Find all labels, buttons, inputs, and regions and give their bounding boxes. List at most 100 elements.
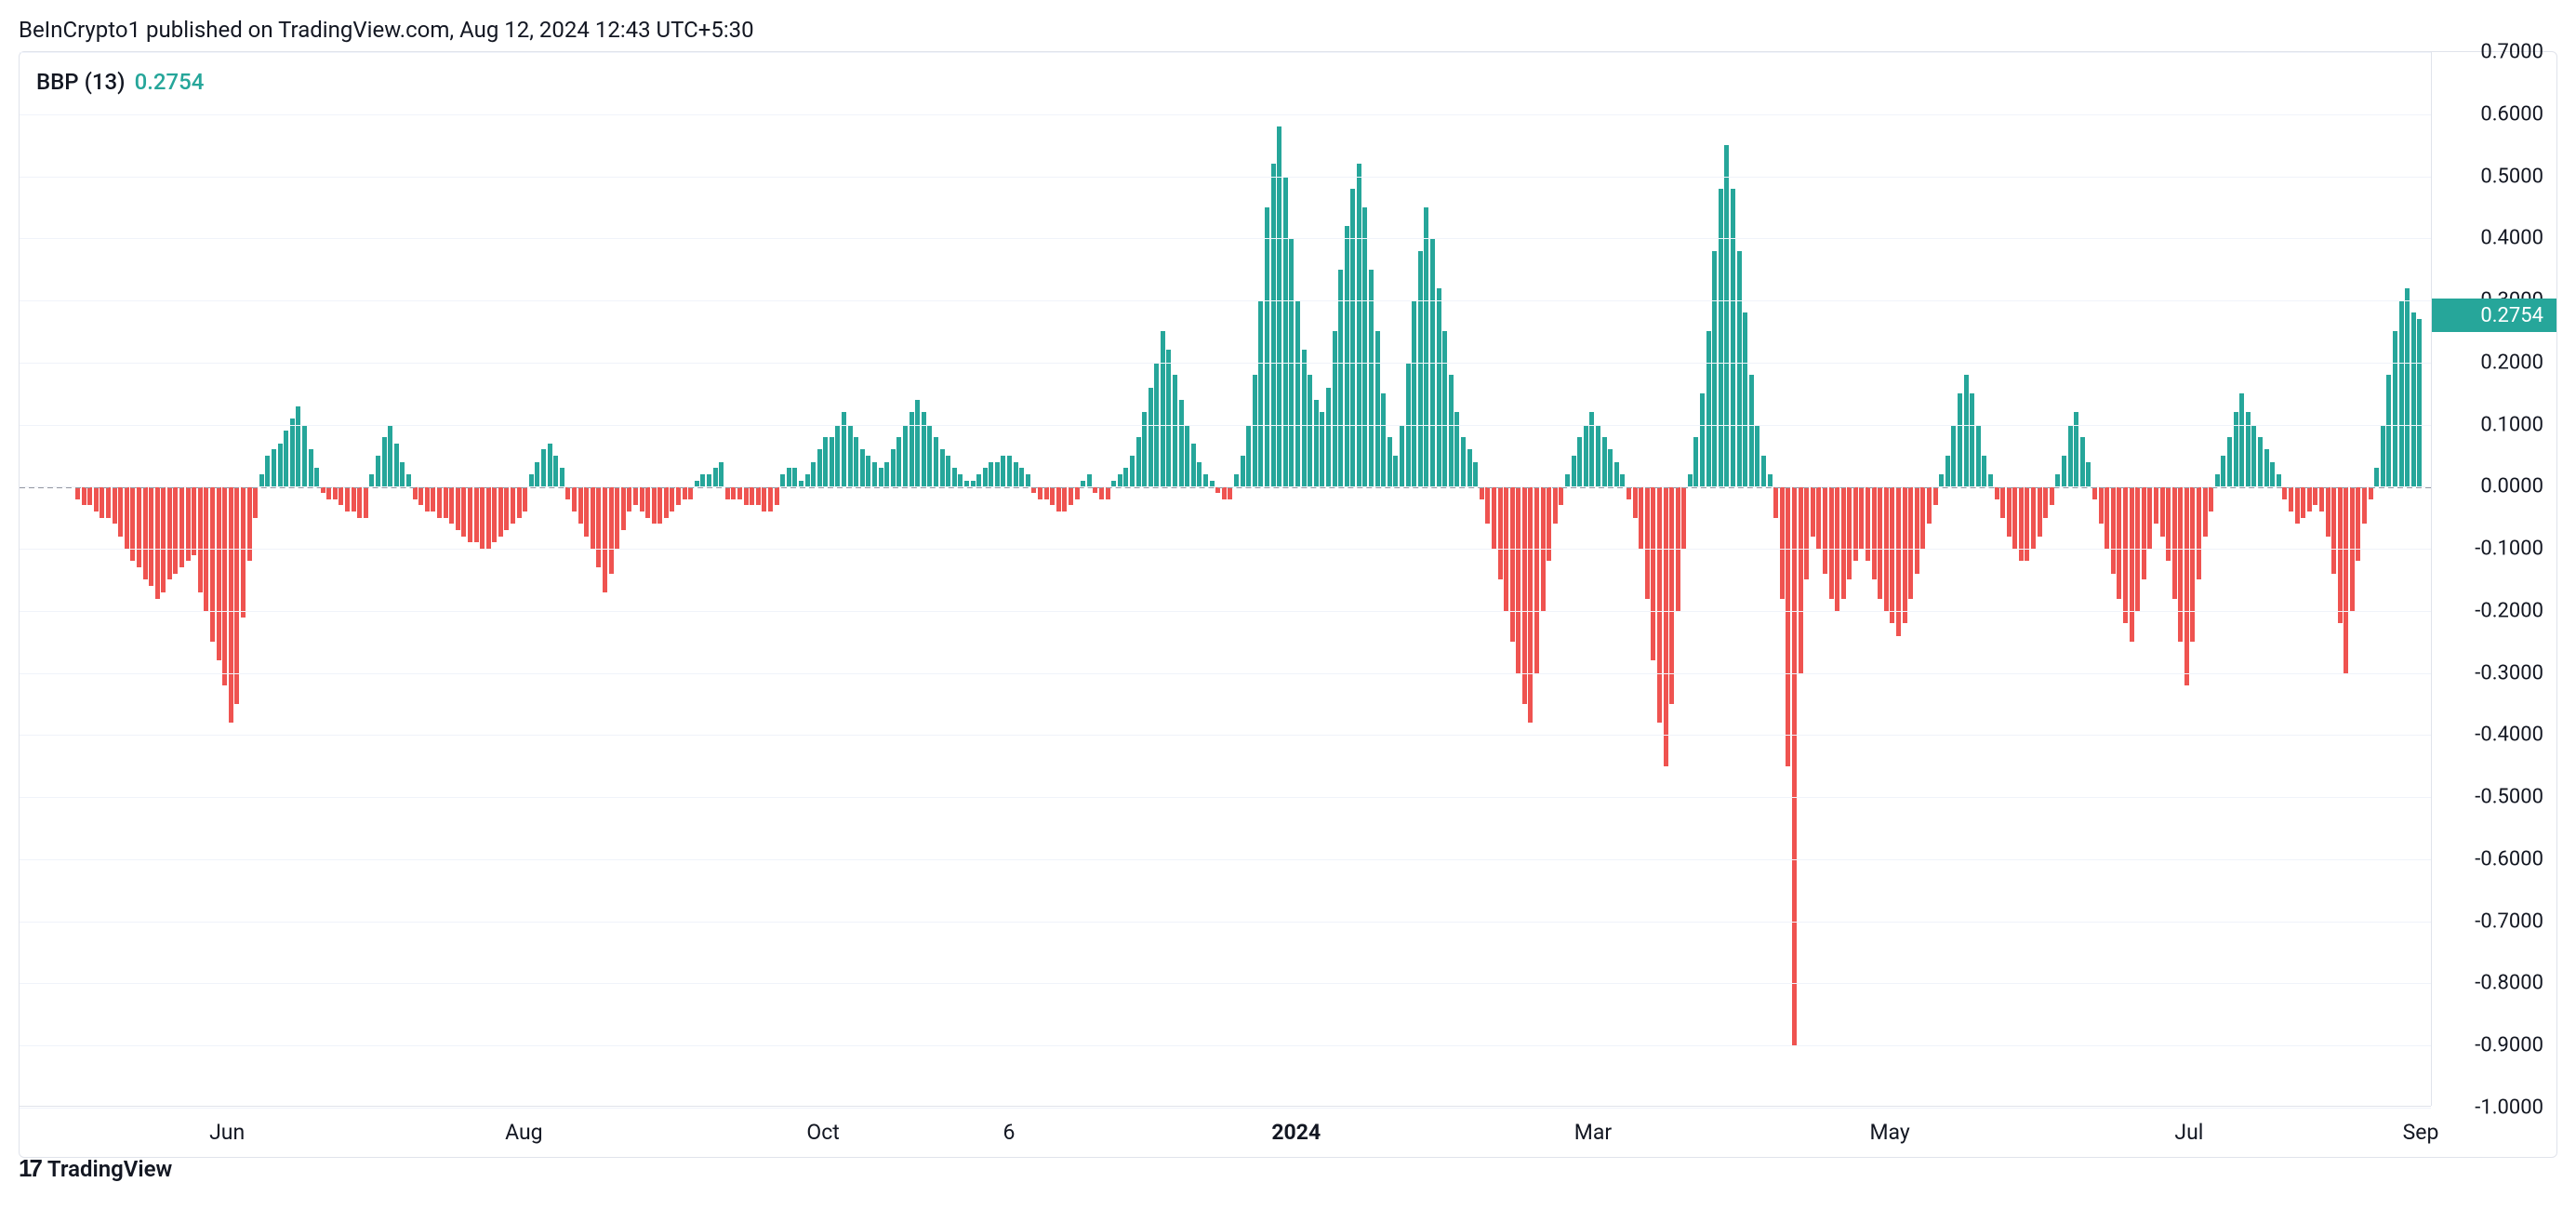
bar [640,486,644,512]
bar [768,486,773,512]
bar [480,486,485,549]
bar [762,486,766,512]
bar [664,486,669,517]
grid-line [20,300,2431,301]
bar [719,462,724,487]
bar [2338,486,2343,623]
bar [1106,486,1110,498]
bar [541,449,546,486]
bar [259,474,264,486]
grid-line [20,922,2431,923]
bar [2301,486,2305,517]
bar [2209,486,2213,512]
bar [2111,486,2116,573]
bar [1437,288,1441,487]
bar [1553,486,1558,524]
x-axis[interactable]: JunAugOct62024MarMayJulSep [20,1106,2431,1157]
bar [498,486,503,536]
bar [940,449,945,486]
bar [775,486,779,505]
plot-area[interactable] [20,52,2431,1106]
bar [688,486,693,498]
bar [2344,486,2348,672]
bar [1388,437,1392,486]
bar [750,486,754,505]
bar [222,486,227,685]
bar [2264,449,2269,486]
bar [1461,437,1466,486]
footer-text: TradingView [47,1156,172,1182]
chart-container[interactable]: BBP (13) 0.2754 0.70000.60000.50000.4000… [19,51,2557,1158]
bar [1841,486,1846,598]
bar [523,486,527,512]
bar [1664,486,1668,765]
bar [1449,375,1454,486]
bar [1639,486,1643,549]
y-tick-label: -1.0000 [2475,1096,2543,1120]
bar [1357,164,1361,486]
bar [1099,486,1104,498]
bar [511,486,515,524]
grid-line [20,114,2431,115]
bar [695,481,699,487]
bar [2251,425,2256,487]
bar [130,486,135,561]
bar [1118,474,1122,486]
bar [1853,486,1858,561]
bar [1467,449,1472,486]
bar [799,481,803,487]
bar [1988,474,1993,486]
grid-line [20,983,2431,984]
bar [1166,350,1171,486]
bar [394,444,399,487]
bar [149,486,153,586]
bar [1277,126,1281,486]
bar [125,486,129,549]
bar [474,486,479,542]
bar [903,425,908,487]
bar [2184,486,2189,685]
bar [2123,486,2128,623]
bar [290,418,295,486]
bar [1185,425,1189,487]
bar [364,486,368,517]
bar [1755,425,1759,487]
bar [1418,251,1423,487]
bar [1007,456,1012,486]
bar [891,449,896,486]
bar [2246,412,2251,486]
bar [82,486,86,505]
bar [787,468,791,486]
bar [2289,486,2293,512]
y-tick-label: -0.3000 [2475,661,2543,684]
bar [1522,486,1527,704]
bar [529,474,534,486]
bar [1633,486,1638,517]
bar [2166,486,2171,561]
x-tick-label: Jul [2174,1120,2203,1145]
bar [413,486,418,498]
bar [2178,486,2183,642]
bar [2130,486,2134,642]
bar [1896,486,1901,635]
bar [830,437,834,486]
bar [1669,486,1674,704]
bar [1584,425,1588,487]
bar [1995,486,1999,498]
bar [1620,474,1625,486]
grid-line [20,52,2431,53]
bar [910,412,914,486]
bar [621,486,626,530]
bar [1253,375,1257,486]
y-tick-label: -0.6000 [2475,847,2543,870]
x-tick-label: Mar [1574,1120,1612,1145]
bar [645,486,650,517]
y-axis[interactable]: 0.70000.60000.50000.40000.30000.20000.10… [2431,52,2556,1106]
bar [744,486,749,505]
bar [700,474,705,486]
bar [2277,474,2281,486]
bar [2043,486,2048,517]
bar [1920,486,1925,549]
bar [1737,251,1742,487]
bar [1534,486,1539,672]
